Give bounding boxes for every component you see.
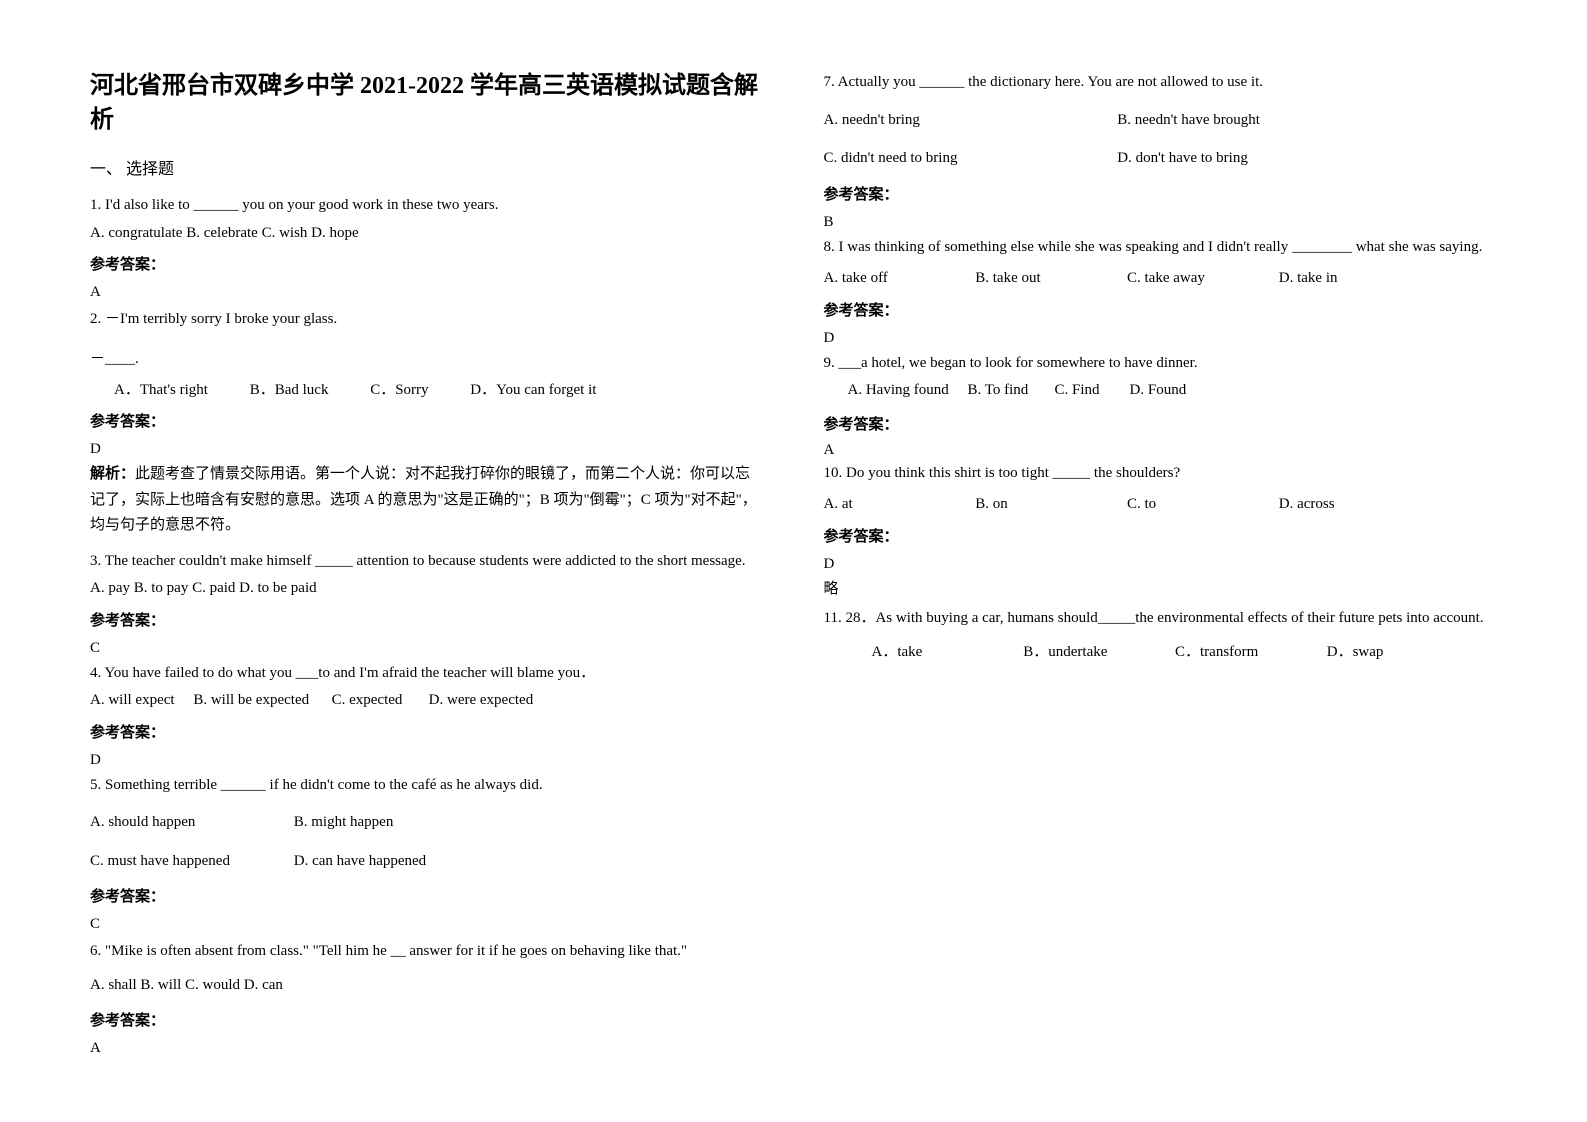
q5-opt-a: A. should happen <box>90 808 290 837</box>
q8-opt-a: A. take off <box>824 264 972 293</box>
q5-opt-c: C. must have happened <box>90 847 290 876</box>
q8-stem: 8. I was thinking of something else whil… <box>824 235 1498 261</box>
q9-options: A. Having found B. To find C. Find D. Fo… <box>824 376 1498 405</box>
q7-opt-d: D. don't have to bring <box>1117 150 1248 166</box>
q5-opt-d: D. can have happened <box>294 853 426 869</box>
q2-opt-d: D．You can forget it <box>470 376 596 405</box>
q8-answer: D <box>824 330 1498 347</box>
q1-answer: A <box>90 284 764 301</box>
section-heading: 一、 选择题 <box>90 155 764 179</box>
q6-stem: 6. "Mike is often absent from class." "T… <box>90 939 764 965</box>
q5-stem: 5. Something terrible ______ if he didn'… <box>90 773 764 799</box>
q9-opt-b: B. To find <box>968 382 1029 398</box>
q2-opt-a: A．That's right <box>114 376 208 405</box>
q11-stem: 11. 28．As with buying a car, humans shou… <box>824 606 1498 632</box>
q2-answer: D <box>90 441 764 458</box>
q8-opt-d: D. take in <box>1279 270 1338 286</box>
q2-options: A．That's right B．Bad luck C．Sorry D．You … <box>90 376 764 405</box>
q4-opt-c: C. expected <box>332 692 403 708</box>
q8-opt-b: B. take out <box>975 264 1123 293</box>
q10-answer: D <box>824 556 1498 573</box>
q10-opt-d: D. across <box>1279 496 1335 512</box>
q9-stem: 9. ___a hotel, we began to look for some… <box>824 351 1498 377</box>
answer-label: 参考答案： <box>90 609 764 630</box>
q3-answer: C <box>90 640 764 657</box>
q7-opt-b: B. needn't have brought <box>1117 112 1260 128</box>
q2-explain: 解析：此题考查了情景交际用语。第一个人说：对不起我打碎你的眼镜了，而第二个人说：… <box>90 462 764 539</box>
q11-opt-d: D．swap <box>1327 644 1384 660</box>
q4-answer: D <box>90 752 764 769</box>
answer-label: 参考答案： <box>90 410 764 431</box>
q9-answer: A <box>824 442 1498 459</box>
q6-answer: A <box>90 1040 764 1057</box>
answer-label: 参考答案： <box>90 253 764 274</box>
q8-options: A. take off B. take out C. take away D. … <box>824 264 1498 293</box>
q5-answer: C <box>90 916 764 933</box>
q2-stem: 2. －I'm terribly sorry I broke your glas… <box>90 307 764 333</box>
q10-opt-b: B. on <box>975 490 1123 519</box>
q3-stem: 3. The teacher couldn't make himself ___… <box>90 549 764 575</box>
q4-stem: 4. You have failed to do what you ___to … <box>90 661 764 687</box>
q10-stem: 10. Do you think this shirt is too tight… <box>824 461 1498 487</box>
q6-options: A. shall B. will C. would D. can <box>90 971 764 1000</box>
answer-label: 参考答案： <box>824 525 1498 546</box>
q9-opt-c: C. Find <box>1055 382 1100 398</box>
answer-label: 参考答案： <box>90 721 764 742</box>
q7-options-row1: A. needn't bring B. needn't have brought <box>824 106 1498 135</box>
q2-opt-c: C．Sorry <box>370 376 428 405</box>
q10-extra: 略 <box>824 577 1498 603</box>
q4-opt-d: D. were expected <box>429 692 534 708</box>
q2-opt-b: B．Bad luck <box>250 376 329 405</box>
explain-label: 解析： <box>90 466 135 482</box>
q4-opt-a: A. will expect <box>90 692 175 708</box>
q7-opt-c: C. didn't need to bring <box>824 144 1114 173</box>
q9-opt-a: A. Having found <box>848 382 949 398</box>
q4-opt-b: B. will be expected <box>193 692 309 708</box>
q7-answer: B <box>824 214 1498 231</box>
q3-options: A. pay B. to pay C. paid D. to be paid <box>90 574 764 603</box>
q5-opt-b: B. might happen <box>294 814 394 830</box>
q5-options-row1: A. should happen B. might happen <box>90 808 764 837</box>
q1-stem: 1. I'd also like to ______ you on your g… <box>90 193 764 219</box>
q8-opt-c: C. take away <box>1127 264 1275 293</box>
q11-opt-b: B．undertake <box>1023 638 1171 667</box>
q2-dash: －____. <box>90 347 764 368</box>
q7-opt-a: A. needn't bring <box>824 106 1114 135</box>
q11-opt-a: A．take <box>872 638 1020 667</box>
explain-text: 此题考查了情景交际用语。第一个人说：对不起我打碎你的眼镜了，而第二个人说：你可以… <box>90 466 757 533</box>
q5-options-row2: C. must have happened D. can have happen… <box>90 847 764 876</box>
q10-opt-a: A. at <box>824 490 972 519</box>
q7-options-row2: C. didn't need to bring D. don't have to… <box>824 144 1498 173</box>
answer-label: 参考答案： <box>90 1009 764 1030</box>
answer-label: 参考答案： <box>824 299 1498 320</box>
q10-opt-c: C. to <box>1127 490 1275 519</box>
page-title: 河北省邢台市双碑乡中学 2021-2022 学年高三英语模拟试题含解析 <box>90 70 764 137</box>
q11-options: A．take B．undertake C．transform D．swap <box>824 638 1498 667</box>
q4-options: A. will expect B. will be expected C. ex… <box>90 686 764 715</box>
q9-opt-d: D. Found <box>1130 382 1187 398</box>
q11-opt-c: C．transform <box>1175 638 1323 667</box>
answer-label: 参考答案： <box>824 183 1498 204</box>
q1-options: A. congratulate B. celebrate C. wish D. … <box>90 219 764 248</box>
q10-options: A. at B. on C. to D. across <box>824 490 1498 519</box>
answer-label: 参考答案： <box>824 413 1498 434</box>
q7-stem: 7. Actually you ______ the dictionary he… <box>824 70 1498 96</box>
answer-label: 参考答案： <box>90 885 764 906</box>
